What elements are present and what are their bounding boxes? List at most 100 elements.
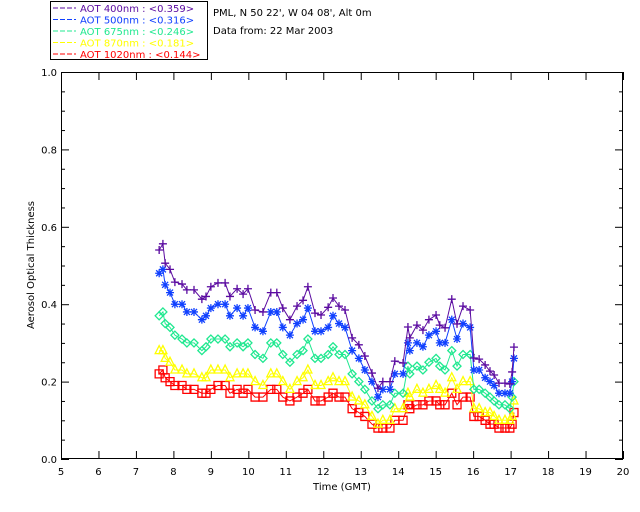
- triangle-marker: [277, 375, 288, 386]
- plus-marker: [311, 309, 320, 318]
- diamond-marker: [340, 349, 350, 360]
- asterisk-marker: [505, 389, 514, 398]
- triangle-marker: [265, 367, 276, 378]
- plus-marker: [418, 326, 427, 335]
- diamond-marker: [398, 388, 408, 399]
- square-marker: [480, 415, 490, 425]
- asterisk-marker: [329, 311, 338, 320]
- diamond-marker: [316, 353, 326, 364]
- diamond-marker: [189, 337, 199, 348]
- x-tick-label: 18: [542, 467, 555, 478]
- triangle-marker: [250, 375, 261, 386]
- square-marker: [303, 384, 313, 394]
- triangle-marker: [181, 367, 192, 378]
- diamond-marker: [271, 337, 282, 348]
- asterisk-marker: [432, 327, 441, 336]
- square-marker: [340, 392, 350, 402]
- square-marker: [328, 388, 338, 398]
- triangle-marker: [200, 371, 212, 382]
- triangle-marker: [257, 379, 268, 390]
- plus-marker: [158, 239, 167, 248]
- plus-marker: [469, 353, 478, 362]
- y-tick-label: 0.8: [41, 145, 57, 156]
- diamond-marker: [243, 337, 253, 348]
- square-marker: [398, 415, 408, 425]
- series-line: [159, 350, 515, 425]
- triangle-marker: [384, 413, 396, 424]
- asterisk-marker: [475, 365, 484, 374]
- series-square: [154, 365, 519, 433]
- plus-marker: [285, 315, 294, 324]
- square-marker: [206, 384, 216, 394]
- x-tick-label: 10: [242, 467, 255, 478]
- asterisk-marker: [435, 338, 444, 347]
- triangle-marker: [468, 402, 479, 413]
- plus-marker: [272, 288, 281, 297]
- plus-marker: [324, 303, 333, 312]
- plus-marker: [508, 367, 517, 376]
- square-marker: [278, 392, 288, 402]
- plus-marker: [221, 278, 230, 287]
- asterisk-marker: [453, 335, 462, 344]
- square-marker: [258, 392, 268, 402]
- square-marker: [431, 396, 441, 406]
- asterisk-marker: [399, 369, 408, 378]
- asterisk-marker: [447, 315, 456, 324]
- plus-marker: [360, 352, 369, 361]
- asterisk-marker: [469, 365, 478, 374]
- asterisk-marker: [243, 304, 252, 313]
- asterisk-marker: [155, 269, 164, 278]
- asterisk-marker: [278, 323, 287, 332]
- diamond-marker: [347, 368, 358, 379]
- diamond-marker: [225, 341, 235, 352]
- diamond-marker: [213, 334, 223, 344]
- asterisk-marker: [303, 304, 312, 313]
- plus-marker: [390, 357, 399, 366]
- plus-marker: [278, 304, 287, 313]
- x-tick-label: 6: [95, 467, 101, 478]
- asterisk-marker: [403, 338, 412, 347]
- asterisk-marker: [418, 342, 427, 351]
- triangle-marker: [164, 355, 176, 366]
- asterisk-marker: [459, 319, 468, 328]
- plus-marker: [435, 321, 444, 330]
- diamond-marker: [292, 349, 302, 360]
- triangle-marker: [423, 382, 434, 393]
- diamond-marker: [258, 353, 268, 364]
- diamond-marker: [205, 334, 216, 344]
- asterisk-marker: [178, 300, 187, 309]
- diamond-marker: [431, 353, 441, 364]
- asterisk-marker: [213, 300, 222, 309]
- diamond-marker: [302, 334, 313, 344]
- triangle-marker: [232, 367, 243, 378]
- asterisk-marker: [251, 323, 260, 332]
- triangle-marker: [160, 351, 171, 363]
- plus-marker: [239, 290, 248, 299]
- legend: AOT 400nm : <0.359>AOT 500nm : <0.316>AO…: [53, 4, 200, 61]
- diamond-marker: [412, 361, 422, 372]
- asterisk-marker: [466, 323, 475, 332]
- diamond-marker: [377, 399, 388, 410]
- asterisk-marker: [412, 338, 421, 347]
- triangle-marker: [359, 398, 370, 409]
- diamond-marker: [434, 361, 445, 372]
- series-triangle: [154, 344, 520, 428]
- plus-marker: [190, 285, 199, 294]
- asterisk-marker: [182, 307, 191, 316]
- plus-marker: [354, 340, 363, 349]
- plus-marker: [225, 292, 234, 301]
- asterisk-marker: [311, 327, 320, 336]
- asterisk-marker: [348, 346, 357, 355]
- asterisk-marker: [190, 307, 199, 316]
- asterisk-marker: [485, 377, 494, 386]
- diamond-marker: [160, 318, 171, 329]
- plus-marker: [403, 323, 412, 332]
- triangle-marker: [271, 367, 282, 378]
- legend-entry: AOT 400nm : <0.359>: [80, 4, 194, 15]
- y-tick-label: 0.6: [41, 223, 57, 234]
- diamond-marker: [446, 345, 457, 356]
- plus-marker: [453, 319, 462, 328]
- asterisk-marker: [258, 327, 267, 336]
- axes: 5 6 7 8 9 10 11 12 13 14 15 16 17 18 19 20 0.0 0.2 0.4 0.6 0…: [41, 68, 629, 478]
- asterisk-marker: [170, 300, 179, 309]
